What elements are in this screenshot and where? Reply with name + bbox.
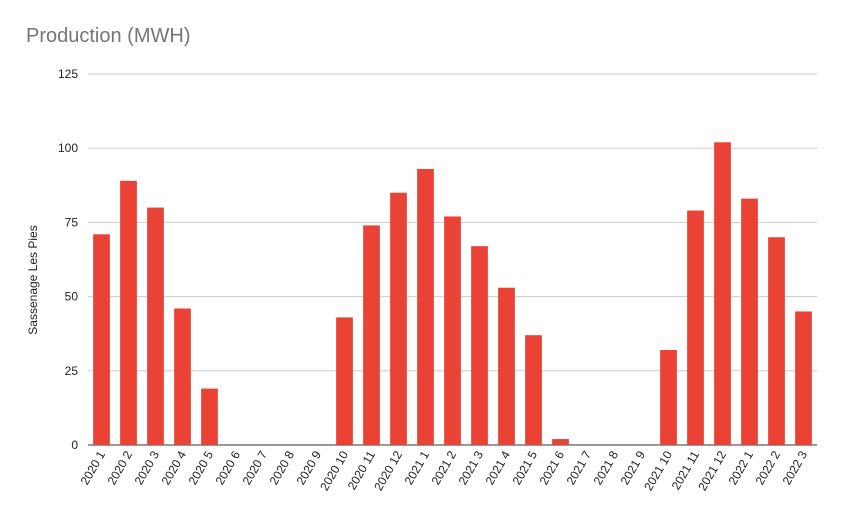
x-tick-label: 2020 7 [240,448,271,487]
x-tick-label: 2021 3 [456,448,487,487]
y-tick-label: 75 [65,215,79,229]
bar-2021-11 [687,210,704,445]
x-tick-label: 2020 5 [186,448,217,487]
bar-2020-2 [120,180,137,445]
bars [93,142,812,445]
chart-title: Production (MWH) [26,25,191,47]
y-tick-label: 50 [65,290,79,304]
x-tick-label: 2021 1 [402,448,433,487]
y-tick-label: 125 [58,67,78,81]
y-tick-label: 100 [58,141,78,155]
bar-2021-10 [660,350,677,445]
bar-2020-10 [336,317,353,445]
bar-2022-2 [768,237,785,445]
bar-2020-5 [201,388,218,445]
x-tick-label: 2020 1 [78,448,109,487]
bar-2021-1 [417,168,434,445]
bar-2020-11 [363,225,380,445]
y-axis-ticks: 0 25 50 75 100 125 [58,67,78,452]
bar-2020-3 [147,207,164,445]
bar-2021-2 [444,216,461,445]
x-tick-label: 2022 3 [780,448,811,487]
x-tick-label: 2022 2 [753,448,784,487]
bar-2021-6 [552,439,569,445]
bar-2020-1 [93,234,110,445]
bar-2022-1 [741,198,758,445]
bar-2021-5 [525,335,542,445]
x-tick-label: 2021 4 [483,448,514,487]
x-tick-label: 2020 6 [213,448,244,487]
x-tick-label: 2021 7 [564,448,595,487]
bar-2021-4 [498,287,515,445]
x-tick-label: 2021 6 [537,448,568,487]
y-tick-label: 25 [65,364,79,378]
x-tick-label: 2020 2 [105,448,136,487]
bar-2021-3 [471,246,488,445]
y-tick-label: 0 [71,438,78,452]
x-tick-label: 2021 5 [510,448,541,487]
bar-2021-12 [714,142,731,445]
bar-2020-4 [174,308,191,445]
x-tick-label: 2020 4 [159,448,190,487]
x-tick-label: 2022 1 [726,448,757,487]
y-axis-title: Sassenage Les Pies [26,225,40,334]
bar-2020-12 [390,192,407,445]
bar-2022-3 [795,311,812,445]
x-tick-label: 2020 8 [267,448,298,487]
x-tick-label: 2021 2 [429,448,460,487]
x-tick-label: 2021 8 [591,448,622,487]
x-tick-label: 2020 3 [132,448,163,487]
